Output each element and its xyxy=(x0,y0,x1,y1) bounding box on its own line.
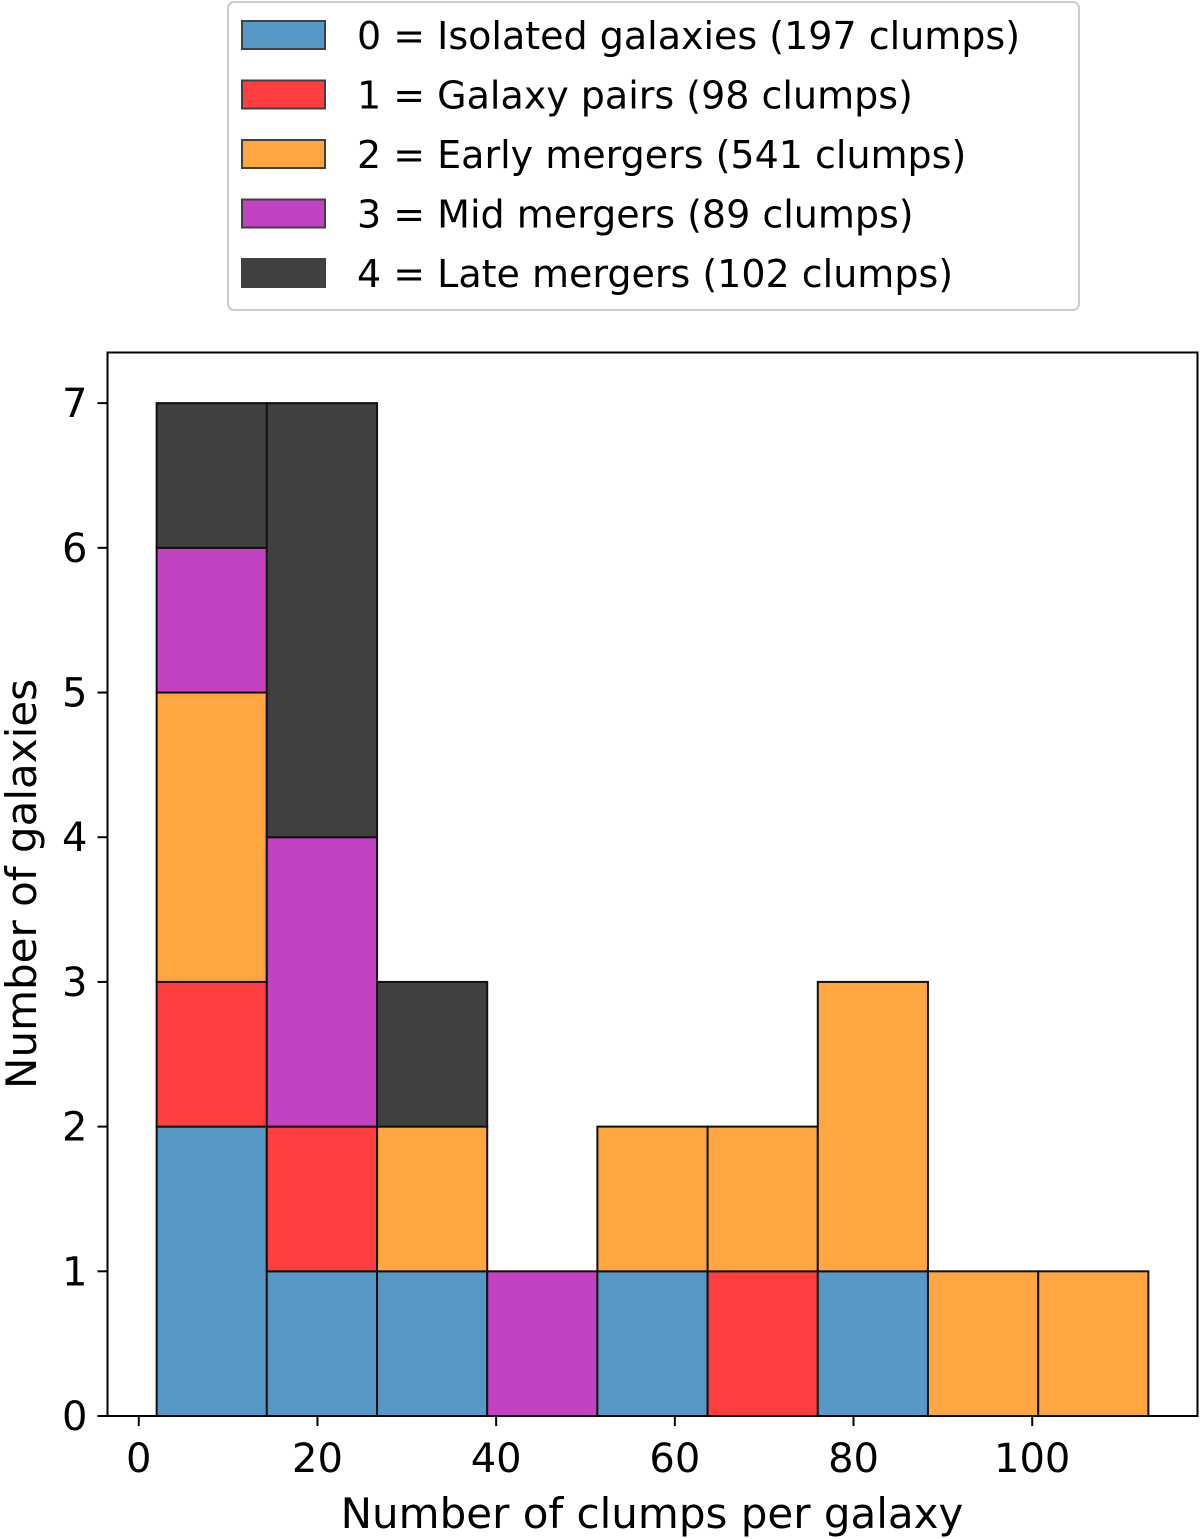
bar-segment-series2-bin2 xyxy=(376,1125,489,1273)
legend-swatch xyxy=(241,258,326,288)
y-tick-label: 1 xyxy=(62,1249,87,1295)
legend-label: 3 = Mid mergers (89 clumps) xyxy=(357,193,914,237)
bar-segment-series0-bin6 xyxy=(816,1270,929,1418)
bar-segment-series3-bin1 xyxy=(265,836,379,1128)
bar-segment-series0-bin1 xyxy=(265,1270,379,1418)
x-tick-label: 0 xyxy=(126,1436,151,1482)
y-axis: 0 1 2 3 4 5 6 7 xyxy=(62,381,108,1440)
legend-item: 1 = Galaxy pairs (98 clumps) xyxy=(241,74,913,118)
x-tick-label: 80 xyxy=(828,1436,879,1482)
legend-swatch xyxy=(241,20,326,50)
bar-segment-series4-bin2 xyxy=(376,980,489,1128)
legend: 0 = Isolated galaxies (197 clumps) 1 = Ga… xyxy=(227,1,1080,311)
legend-label: 0 = Isolated galaxies (197 clumps) xyxy=(357,14,1020,58)
legend-frame xyxy=(227,1,1080,311)
bar-segment-series0-bin2 xyxy=(376,1270,489,1418)
y-tick-label: 2 xyxy=(62,1105,87,1151)
legend-item: 0 = Isolated galaxies (197 clumps) xyxy=(241,14,1020,58)
legend-label: 1 = Galaxy pairs (98 clumps) xyxy=(357,74,913,118)
bar-segment-series3-bin0 xyxy=(155,546,268,694)
y-axis-label: Number of galaxies xyxy=(0,679,46,1089)
bar-segment-series2-bin5 xyxy=(706,1125,819,1273)
y-tick-label: 4 xyxy=(62,815,87,861)
x-tick-label: 40 xyxy=(471,1436,522,1482)
legend-swatch xyxy=(241,79,326,110)
y-tick-label: 6 xyxy=(62,526,87,572)
legend-label: 2 = Early mergers (541 clumps) xyxy=(357,133,966,177)
y-tick-label: 7 xyxy=(62,381,87,427)
x-axis: 0 20 40 60 80 100 xyxy=(126,1416,1070,1482)
bar-segment-series4-bin0 xyxy=(155,402,268,549)
bar-segment-series1-bin5 xyxy=(706,1270,819,1418)
legend-swatch xyxy=(241,198,326,229)
legend-item: 2 = Early mergers (541 clumps) xyxy=(241,133,966,177)
x-tick-label: 60 xyxy=(649,1436,700,1482)
bar-segment-series1-bin0 xyxy=(155,980,268,1128)
bar-segment-series2-bin7 xyxy=(926,1270,1040,1418)
legend-label: 4 = Late mergers (102 clumps) xyxy=(357,252,953,296)
legend-item: 3 = Mid mergers (89 clumps) xyxy=(241,193,914,237)
bar-segment-series2-bin6 xyxy=(816,980,929,1273)
x-tick-label: 20 xyxy=(292,1436,343,1482)
x-tick-label: 100 xyxy=(994,1436,1070,1482)
bar-segment-series3-bin3 xyxy=(486,1270,599,1418)
bar-segment-series2-bin4 xyxy=(596,1125,709,1273)
bars xyxy=(155,402,1150,1418)
legend-item: 4 = Late mergers (102 clumps) xyxy=(241,252,953,296)
y-tick-label: 0 xyxy=(62,1394,87,1440)
bar-segment-series2-bin0 xyxy=(155,691,268,983)
bar-segment-series0-bin4 xyxy=(596,1270,709,1418)
bar-segment-series4-bin1 xyxy=(265,402,379,839)
plot-frame xyxy=(106,351,1199,1417)
y-tick-label: 3 xyxy=(62,960,87,1006)
x-axis-label: Number of clumps per galaxy xyxy=(341,1489,964,1538)
bar-segment-series1-bin1 xyxy=(265,1125,379,1273)
legend-swatch xyxy=(241,139,326,169)
bar-segment-series0-bin0 xyxy=(155,1125,268,1418)
y-tick-label: 5 xyxy=(62,671,87,717)
bar-segment-series2-bin8 xyxy=(1037,1270,1150,1418)
